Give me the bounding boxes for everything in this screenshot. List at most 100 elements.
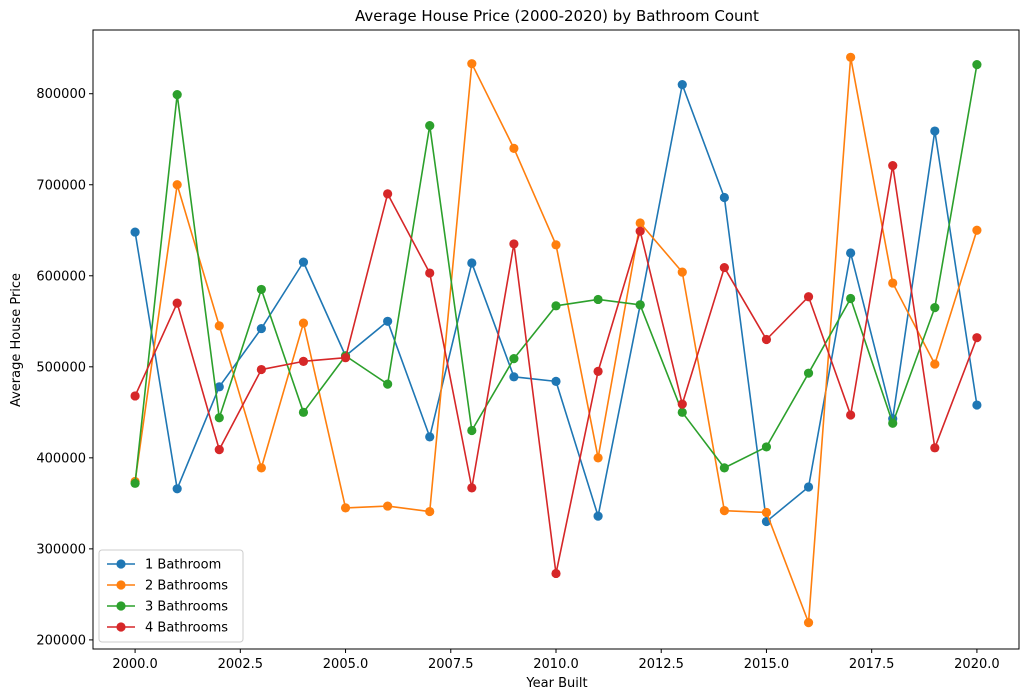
data-point [551, 301, 561, 311]
y-tick-label: 300000 [36, 542, 86, 557]
x-tick-label: 2007.5 [428, 657, 474, 672]
data-point [509, 354, 519, 364]
data-point [172, 90, 182, 100]
x-tick-label: 2020.0 [954, 657, 1000, 672]
legend-item: 4 Bathrooms [107, 621, 228, 636]
data-point [383, 379, 393, 389]
data-point [214, 413, 224, 423]
data-point [298, 318, 309, 328]
data-point [130, 391, 140, 401]
data-point [803, 368, 814, 378]
data-point [551, 376, 561, 386]
data-point [888, 161, 898, 171]
data-point [130, 478, 140, 488]
data-point [425, 506, 435, 517]
data-point [972, 400, 982, 410]
y-tick-label: 600000 [36, 269, 86, 284]
legend-item: 3 Bathrooms [107, 600, 228, 615]
data-point [551, 568, 561, 579]
data-point [214, 321, 224, 331]
legend-label: 3 Bathrooms [145, 600, 228, 615]
y-tick-label: 200000 [36, 633, 86, 648]
data-point [467, 59, 477, 69]
series-line [134, 56, 978, 624]
legend: 1 Bathroom 2 Bathrooms 3 Bathrooms 4 Bathro… [98, 549, 244, 643]
data-point [719, 192, 729, 203]
x-tick-label: 2002.5 [218, 657, 264, 672]
data-point [888, 418, 898, 428]
data-point [593, 366, 603, 376]
x-tick-label: 2015.0 [744, 657, 790, 672]
data-point [593, 511, 603, 521]
data-point [846, 248, 856, 258]
series-3 [130, 59, 982, 488]
x-tick-label: 2005.0 [323, 657, 369, 672]
data-point [256, 364, 266, 375]
data-point [972, 333, 982, 343]
legend-marker [116, 601, 126, 611]
x-tick-label: 2017.5 [849, 657, 895, 672]
data-point [214, 445, 224, 455]
data-point [593, 294, 603, 305]
data-point [803, 618, 814, 628]
x-tick-label: 2010.0 [533, 657, 579, 672]
data-point [172, 180, 182, 190]
data-point [172, 298, 182, 308]
x-tick-label: 2000.0 [112, 657, 158, 672]
data-point [509, 143, 519, 153]
data-point [340, 503, 351, 513]
series-1 [130, 80, 982, 527]
data-point [719, 262, 729, 273]
series-4 [130, 161, 982, 579]
data-point [677, 407, 687, 417]
data-point [509, 372, 519, 382]
data-point [677, 267, 687, 277]
plot-area [130, 52, 982, 628]
data-point [803, 292, 814, 302]
data-point [635, 300, 645, 310]
data-point [383, 316, 393, 326]
data-point [467, 425, 477, 436]
data-point [425, 268, 435, 278]
data-point [172, 484, 182, 494]
y-tick-label: 500000 [36, 360, 86, 375]
x-tick-label: 2012.5 [638, 657, 684, 672]
data-point [593, 453, 603, 463]
data-point [677, 80, 687, 90]
plot-frame [92, 29, 1020, 650]
data-point [425, 432, 435, 442]
x-axis-ticks: 2000.0 2002.5 2005.0 2007.5 2010.0 2012.5 2015… [112, 649, 1000, 672]
data-point [383, 501, 393, 511]
data-point [846, 410, 856, 420]
data-point [425, 120, 435, 131]
data-point [298, 407, 309, 417]
chart-title: Average House Price (2000-2020) by Bathr… [355, 7, 759, 25]
data-point [256, 284, 266, 295]
data-point [298, 257, 309, 267]
data-point [803, 482, 814, 492]
series-2 [130, 52, 982, 628]
data-point [930, 443, 940, 453]
data-point [930, 359, 940, 369]
legend-marker [116, 622, 126, 632]
data-point [846, 293, 856, 304]
data-point [340, 353, 351, 363]
data-point [509, 239, 519, 249]
data-point [635, 218, 645, 228]
legend-label: 1 Bathroom [145, 558, 221, 573]
x-axis-label: Year Built [525, 676, 587, 691]
legend-item: 2 Bathrooms [107, 579, 228, 594]
data-point [930, 303, 940, 313]
data-point [298, 356, 309, 366]
data-point [214, 382, 224, 392]
data-point [761, 507, 772, 518]
legend-item: 1 Bathroom [107, 558, 221, 573]
legend-box [98, 549, 244, 643]
data-point [719, 463, 729, 473]
y-tick-label: 800000 [36, 87, 86, 102]
data-point [383, 189, 393, 199]
data-point [256, 323, 266, 334]
data-point [635, 226, 645, 236]
